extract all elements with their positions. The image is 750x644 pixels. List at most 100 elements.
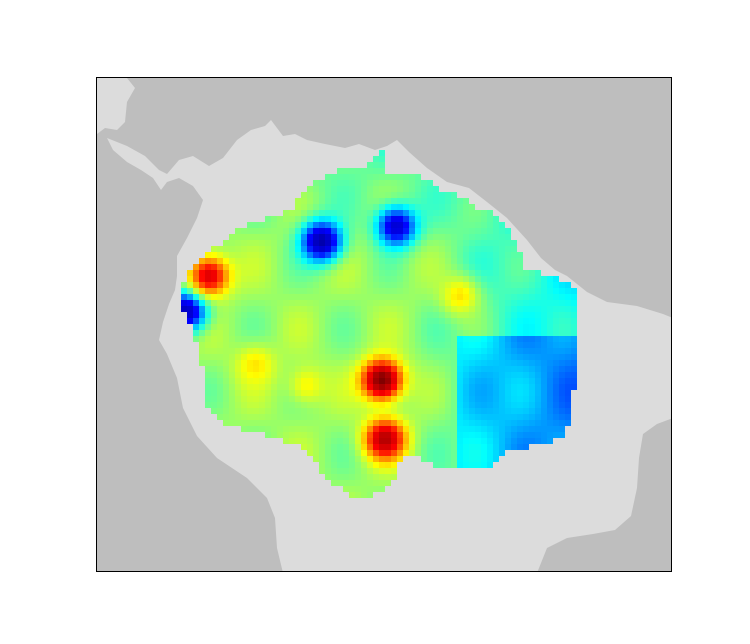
grid-cell [385,186,391,192]
grid-cell [193,276,199,282]
grid-cell [517,282,523,288]
grid-cell [331,342,337,348]
grid-cell [343,270,349,276]
grid-cell [553,354,559,360]
grid-cell [487,222,493,228]
grid-cell [499,270,505,276]
grid-cell [439,354,445,360]
grid-cell [337,246,343,252]
grid-cell [535,420,541,426]
grid-cell [553,336,559,342]
grid-cell [271,408,277,414]
grid-cell [241,348,247,354]
grid-cell [373,420,379,426]
grid-cell [427,240,433,246]
grid-cell [373,354,379,360]
grid-cell [325,444,331,450]
grid-cell [355,324,361,330]
grid-cell [397,270,403,276]
grid-cell [385,438,391,444]
grid-cell [409,372,415,378]
grid-cell [235,276,241,282]
grid-cell [463,312,469,318]
grid-cell [343,288,349,294]
grid-cell [361,396,367,402]
grid-cell [367,258,373,264]
grid-cell [505,402,511,408]
grid-cell [289,342,295,348]
grid-cell [319,294,325,300]
grid-cell [319,240,325,246]
grid-cell [199,312,205,318]
grid-cell [517,402,523,408]
grid-cell [433,444,439,450]
grid-cell [259,258,265,264]
grid-cell [325,180,331,186]
grid-cell [493,396,499,402]
grid-cell [499,348,505,354]
grid-cell [499,288,505,294]
grid-cell [517,300,523,306]
grid-cell [301,348,307,354]
grid-cell [379,444,385,450]
grid-cell [499,360,505,366]
grid-cell [469,408,475,414]
grid-cell [367,186,373,192]
grid-cell [319,330,325,336]
grid-cell [433,462,439,468]
grid-cell [379,222,385,228]
grid-cell [505,336,511,342]
grid-cell [523,360,529,366]
grid-cell [457,276,463,282]
grid-cell [421,342,427,348]
grid-cell [379,336,385,342]
grid-cell [325,336,331,342]
grid-cell [337,330,343,336]
grid-cell [403,330,409,336]
grid-cell [325,378,331,384]
grid-cell [391,330,397,336]
grid-cell [301,366,307,372]
grid-cell [475,324,481,330]
grid-cell [439,294,445,300]
grid-cell [265,372,271,378]
grid-cell [379,462,385,468]
grid-cell [307,360,313,366]
grid-cell [415,306,421,312]
grid-cell [331,228,337,234]
grid-cell [253,348,259,354]
grid-cell [307,402,313,408]
grid-cell [355,180,361,186]
grid-cell [403,384,409,390]
grid-cell [319,252,325,258]
grid-cell [415,246,421,252]
grid-cell [403,438,409,444]
grid-cell [307,372,313,378]
grid-cell [433,432,439,438]
grid-cell [463,396,469,402]
grid-cell [505,234,511,240]
grid-cell [391,366,397,372]
grid-cell [379,264,385,270]
grid-cell [229,318,235,324]
grid-cell [247,390,253,396]
grid-cell [529,348,535,354]
grid-cell [325,330,331,336]
grid-cell [571,330,577,336]
grid-cell [475,234,481,240]
grid-cell [259,372,265,378]
grid-cell [451,252,457,258]
grid-cell [307,354,313,360]
grid-cell [271,396,277,402]
grid-cell [217,384,223,390]
grid-cell [265,318,271,324]
grid-cell [367,240,373,246]
grid-cell [427,246,433,252]
grid-cell [433,366,439,372]
grid-cell [511,396,517,402]
grid-cell [313,216,319,222]
grid-cell [277,360,283,366]
grid-cell [541,300,547,306]
grid-cell [433,288,439,294]
grid-cell [307,306,313,312]
